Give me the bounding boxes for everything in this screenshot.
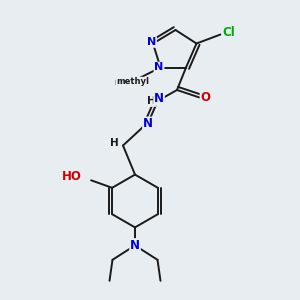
Text: N: N bbox=[143, 117, 153, 130]
Text: Cl: Cl bbox=[223, 26, 235, 40]
Text: N: N bbox=[147, 37, 156, 47]
Text: HO: HO bbox=[62, 170, 82, 183]
Text: H: H bbox=[147, 96, 156, 106]
Text: N: N bbox=[130, 239, 140, 252]
Text: O: O bbox=[200, 91, 211, 104]
Text: H: H bbox=[110, 137, 119, 148]
Text: N: N bbox=[154, 92, 164, 105]
Text: methyl: methyl bbox=[116, 77, 149, 86]
Text: methyl: methyl bbox=[114, 78, 144, 87]
Text: N: N bbox=[154, 62, 164, 73]
